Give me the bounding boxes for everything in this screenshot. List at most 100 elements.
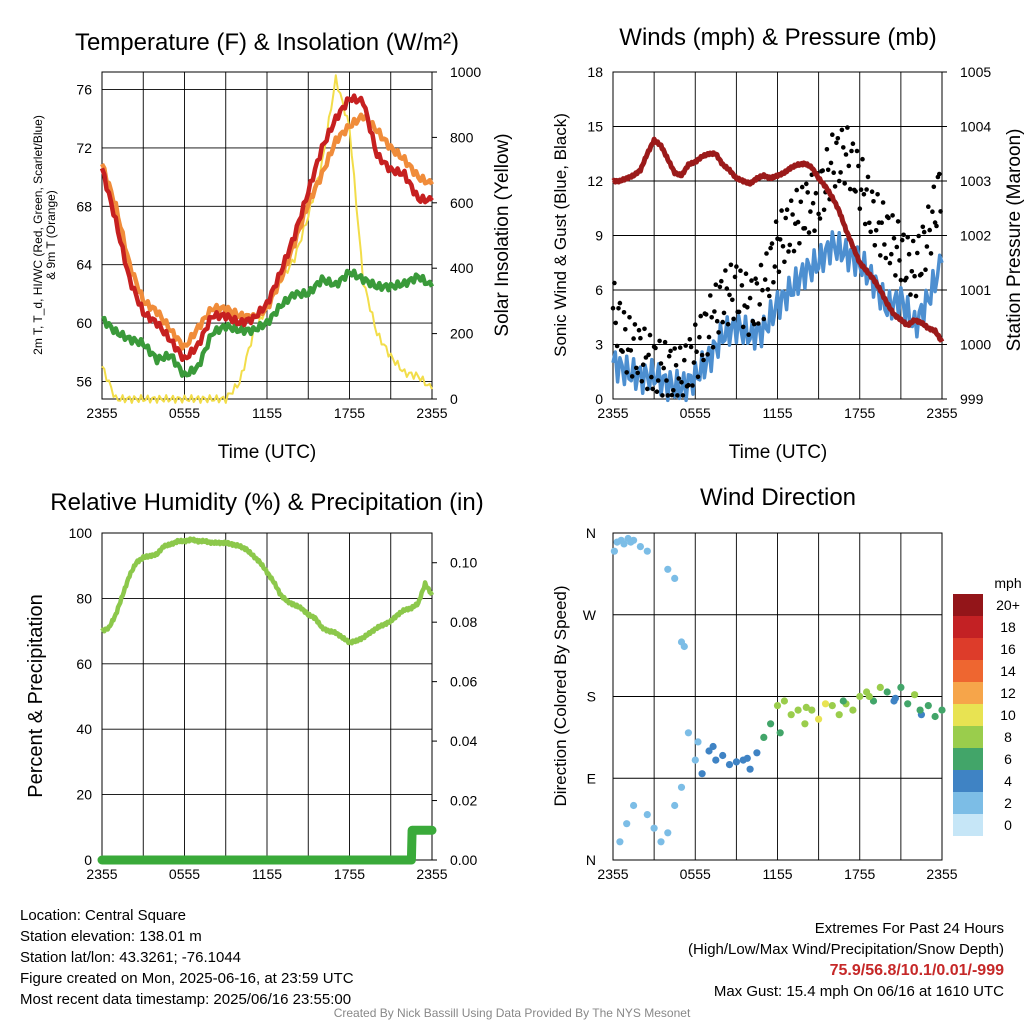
y-tick-label: 100 bbox=[69, 525, 93, 541]
direction-point bbox=[924, 702, 932, 710]
direction-point bbox=[773, 702, 782, 710]
gust-point bbox=[695, 374, 701, 380]
direction-point bbox=[680, 642, 688, 651]
gust-point bbox=[894, 244, 900, 250]
colorbar-label: 18 bbox=[1000, 619, 1016, 635]
colorbar-swatch bbox=[953, 616, 983, 638]
gust-point bbox=[836, 178, 842, 184]
gust-point bbox=[838, 170, 843, 175]
y-tick-label: 6 bbox=[595, 282, 603, 298]
x-tick-label: 0555 bbox=[169, 405, 200, 421]
chart-title: Relative Humidity (%) & Precipitation (i… bbox=[50, 489, 483, 516]
extremes-legend: (High/Low/Max Wind/Precipitation/Snow De… bbox=[688, 941, 1004, 958]
gust-point bbox=[846, 163, 852, 169]
direction-point bbox=[709, 742, 717, 751]
gust-point bbox=[891, 236, 897, 241]
y2-tick-label: 1005 bbox=[960, 64, 991, 80]
gust-point bbox=[869, 189, 875, 194]
gust-point bbox=[736, 309, 742, 315]
gust-point bbox=[698, 313, 703, 319]
direction-point bbox=[891, 694, 900, 702]
y2-tick-label: 1002 bbox=[960, 228, 991, 244]
gust-point bbox=[830, 132, 835, 137]
gust-point bbox=[862, 221, 868, 227]
direction-point bbox=[911, 691, 919, 699]
direction-point bbox=[931, 712, 939, 721]
gust-point bbox=[904, 275, 909, 281]
gust-point bbox=[887, 260, 893, 266]
direction-point bbox=[883, 688, 891, 696]
y-axis-label-line: & 9m T (Orange) bbox=[44, 190, 58, 280]
gust-point bbox=[864, 187, 869, 192]
gust-point bbox=[629, 374, 635, 379]
y2-tick-label: 1001 bbox=[960, 282, 991, 298]
gust-point bbox=[927, 227, 932, 233]
y2-axis-label: Station Pressure (Maroon) bbox=[1004, 129, 1024, 352]
gust-point bbox=[832, 184, 838, 189]
colorbar-label: 8 bbox=[1004, 729, 1012, 745]
gust-point bbox=[690, 383, 695, 388]
x-tick-label: 2355 bbox=[926, 405, 957, 421]
direction-point bbox=[849, 706, 857, 714]
gust-point bbox=[861, 192, 867, 197]
gust-point bbox=[758, 262, 764, 268]
gust-point bbox=[725, 321, 731, 327]
gust-point bbox=[938, 209, 943, 214]
direction-points bbox=[610, 534, 946, 846]
gust-point bbox=[850, 141, 856, 146]
gust-points bbox=[610, 125, 943, 398]
direction-point bbox=[664, 829, 672, 837]
gust-point bbox=[661, 365, 666, 371]
y-tick-label: 40 bbox=[76, 721, 92, 737]
gust-point bbox=[753, 276, 758, 282]
gust-point bbox=[719, 278, 724, 284]
direction-point bbox=[856, 692, 864, 701]
gust-point bbox=[820, 168, 825, 173]
gust-point bbox=[879, 220, 884, 225]
gust-point bbox=[671, 388, 676, 393]
gust-point bbox=[653, 345, 658, 351]
y2-tick-label: 0.00 bbox=[450, 852, 477, 868]
gust-point bbox=[934, 223, 939, 229]
colorbar-label: 10 bbox=[1000, 707, 1016, 723]
gust-point bbox=[691, 360, 697, 365]
chart-3-frame bbox=[101, 532, 433, 861]
station-latlon: Station lat/lon: 43.3261; -76.1044 bbox=[20, 949, 242, 966]
gust-point bbox=[817, 216, 823, 221]
gust-point bbox=[890, 213, 895, 218]
y2-tick-label: 0.02 bbox=[450, 793, 477, 809]
gust-point bbox=[776, 269, 782, 275]
direction-point bbox=[725, 761, 734, 769]
gust-point bbox=[924, 244, 930, 249]
x-tick-label: 1155 bbox=[762, 866, 792, 882]
gust-point bbox=[878, 253, 883, 258]
gust-point bbox=[731, 316, 736, 322]
direction-point bbox=[828, 702, 836, 710]
gust-point bbox=[687, 337, 693, 342]
gust-point bbox=[664, 378, 669, 383]
y-tick-label: 64 bbox=[76, 257, 92, 273]
x-tick-label: 2355 bbox=[86, 866, 117, 882]
x-tick-label: 2355 bbox=[416, 405, 447, 421]
direction-point bbox=[835, 711, 843, 719]
gust-point bbox=[771, 280, 776, 285]
colorbar-label: 12 bbox=[1000, 685, 1016, 701]
y2-tick-label: 0 bbox=[450, 391, 458, 407]
colorbar-label: 6 bbox=[1004, 751, 1012, 767]
gust-point bbox=[802, 226, 808, 231]
gust-point bbox=[806, 230, 812, 235]
colorbar-swatch bbox=[953, 792, 983, 814]
gust-point bbox=[783, 215, 788, 221]
series-line-sonic-wind bbox=[611, 230, 944, 403]
gust-point bbox=[825, 167, 831, 173]
gust-point bbox=[675, 393, 680, 398]
gust-point bbox=[882, 242, 887, 247]
gust-point bbox=[697, 334, 702, 340]
y-tick-label: E bbox=[587, 770, 596, 786]
x-tick-label: 0555 bbox=[680, 866, 711, 882]
y2-tick-label: 0.10 bbox=[450, 555, 477, 571]
latest-timestamp: Most recent data timestamp: 2025/06/16 2… bbox=[20, 991, 352, 1008]
extremes-panel: Extremes For Past 24 Hours (High/Low/Max… bbox=[688, 918, 1004, 1002]
gust-point bbox=[839, 127, 845, 133]
gust-point bbox=[721, 310, 727, 316]
